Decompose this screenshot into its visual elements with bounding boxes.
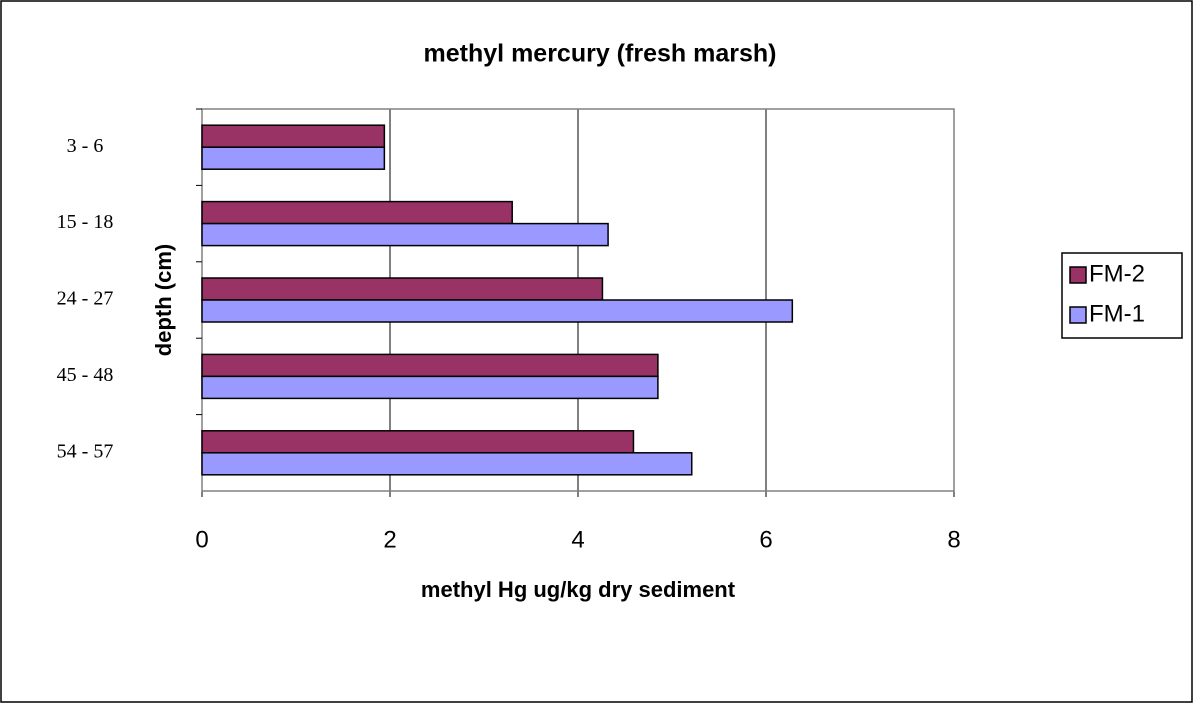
x-tick-label: 6 xyxy=(759,526,772,553)
legend-label: FM-2 xyxy=(1089,260,1145,287)
x-tick-label: 0 xyxy=(195,526,208,553)
legend-label: FM-1 xyxy=(1089,300,1145,327)
x-tick-label: 8 xyxy=(947,526,960,553)
y-axis-label: depth (cm) xyxy=(151,244,176,356)
x-tick-label: 4 xyxy=(571,526,584,553)
legend-swatch xyxy=(1069,306,1087,324)
legend-swatch xyxy=(1069,266,1087,284)
bar xyxy=(201,353,659,378)
bar xyxy=(201,146,386,170)
chart-title: methyl mercury (fresh marsh) xyxy=(424,40,777,68)
bar xyxy=(201,222,609,247)
y-tick-label: 15 - 18 xyxy=(57,211,114,233)
x-tick-label: 2 xyxy=(383,526,396,553)
x-axis-label: methyl Hg ug/kg dry sediment xyxy=(421,577,736,602)
y-tick-label: 24 - 27 xyxy=(57,288,114,310)
bar xyxy=(201,277,604,301)
bar xyxy=(201,124,386,148)
bar xyxy=(201,430,635,454)
y-tick-label: 54 - 57 xyxy=(57,440,114,462)
bar xyxy=(201,375,659,400)
y-tick-label: 45 - 48 xyxy=(57,364,114,386)
bar xyxy=(201,299,794,323)
bar xyxy=(201,200,513,225)
y-tick-label: 3 - 6 xyxy=(67,135,104,157)
bar xyxy=(201,452,693,476)
